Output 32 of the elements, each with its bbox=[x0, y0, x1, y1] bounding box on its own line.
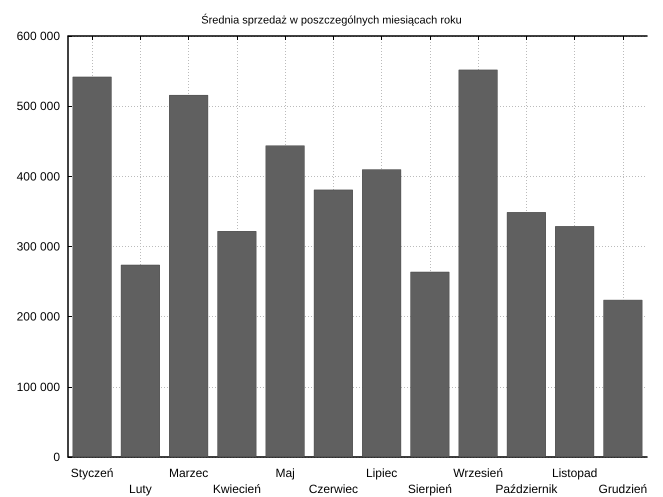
bar bbox=[410, 272, 450, 457]
bar bbox=[603, 300, 642, 457]
x-tick-label: Listopad bbox=[552, 466, 598, 480]
bar bbox=[314, 190, 353, 457]
bar bbox=[169, 94, 208, 457]
x-tick-label: Kwiecień bbox=[212, 482, 261, 496]
bar bbox=[458, 70, 498, 457]
y-tick-label: 300 000 bbox=[16, 240, 60, 254]
x-tick-label: Czerwiec bbox=[308, 482, 358, 496]
x-tick-label: Październik bbox=[495, 482, 558, 496]
x-tick-label: Lipiec bbox=[366, 466, 398, 480]
bar bbox=[217, 231, 256, 457]
bar bbox=[120, 264, 160, 457]
x-tick-label: Sierpień bbox=[408, 482, 452, 496]
x-tick-label: Luty bbox=[129, 482, 152, 496]
x-tick-label: Wrzesień bbox=[453, 466, 504, 480]
chart-title: Średnia sprzedaż w poszczególnych miesiącach roku bbox=[201, 14, 462, 26]
y-tick-label: 500 000 bbox=[16, 99, 60, 114]
y-tick-label: 0 bbox=[53, 450, 60, 464]
bar bbox=[555, 226, 594, 457]
x-tick-label: Styczeń bbox=[70, 466, 114, 480]
y-tick-label: 600 000 bbox=[16, 29, 60, 43]
x-tick-label: Grudzień bbox=[598, 482, 648, 496]
bar bbox=[362, 169, 402, 457]
bar bbox=[72, 76, 112, 457]
y-tick-label: 100 000 bbox=[16, 380, 60, 394]
x-tick-label: Maj bbox=[275, 466, 295, 480]
bar bbox=[266, 145, 305, 457]
y-tick-label: 200 000 bbox=[16, 310, 60, 324]
bar bbox=[506, 212, 546, 457]
x-tick-label: Marzec bbox=[168, 466, 208, 480]
y-tick-label: 400 000 bbox=[16, 169, 60, 184]
